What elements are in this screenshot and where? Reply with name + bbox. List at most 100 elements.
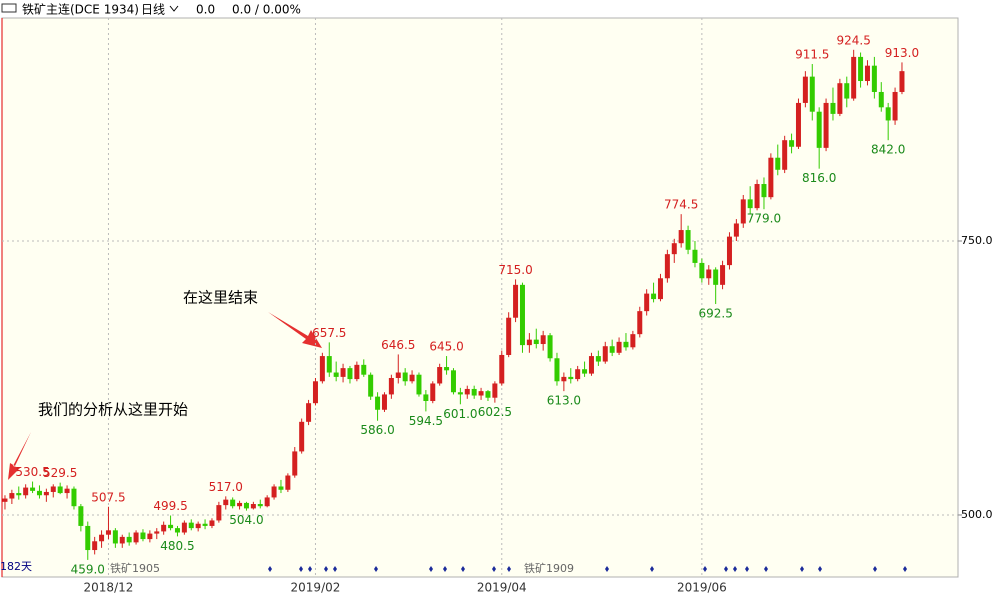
candle-body [312,381,318,404]
candle-body [844,83,850,99]
candle-body [188,522,194,529]
candle-body [892,91,898,121]
candle-body [789,140,795,147]
candle-body [685,230,691,250]
candle-body [375,396,381,410]
candle-body [671,243,677,255]
candle-body [444,367,450,371]
low-label: 586.0 [360,423,394,437]
candle-body [830,102,836,114]
candle-body [858,56,864,82]
candle-body [499,354,505,384]
candle-body [78,506,84,526]
high-label: 913.0 [885,46,919,60]
candle-body [43,491,49,496]
low-label: 692.5 [698,307,732,321]
high-label: 924.5 [836,33,870,47]
candle-body [23,487,29,496]
header-icon [1,3,17,13]
event-markers [268,566,907,572]
x-tick-label: 2019/06 [677,581,727,595]
candle-body [657,278,663,300]
low-label: 816.0 [802,171,836,185]
header-title: 铁矿主连(DCE 1934) [22,2,139,17]
candle-body [595,356,601,362]
candle-body [319,356,325,382]
candle-body [754,184,760,209]
candle-body [761,184,767,198]
candle-body [485,391,491,398]
candle-body [409,374,415,382]
candle-body [450,370,456,393]
candle-body [885,107,891,121]
candle-body [250,504,256,509]
candle-body [816,111,822,148]
candle-body [526,339,532,346]
candle-body [464,388,470,395]
candle-body [92,541,98,551]
candle-body [471,388,477,396]
candle-body [795,102,801,147]
candle-body [713,269,719,285]
low-label: 842.0 [871,143,905,157]
high-label: 499.5 [153,499,187,513]
candle-body [623,341,629,348]
candle-body [651,293,657,300]
candle-body [154,531,160,534]
candle-body [16,493,22,496]
period-dropdown[interactable] [169,5,179,12]
candle-body [126,536,132,543]
candle-body [768,157,774,198]
arrow [268,312,322,348]
candle-body [609,346,615,353]
low-label: 480.5 [160,539,194,553]
candle-body [271,486,277,498]
header-period[interactable]: 日线 [141,3,165,17]
candle-body [533,339,539,345]
low-label: 594.5 [409,414,443,428]
candle-body [492,383,498,398]
candle-body [381,394,387,410]
candle-body [699,262,705,279]
candle-body [119,536,125,544]
low-label: 613.0 [547,394,581,408]
low-label: 504.0 [229,513,263,527]
candle-body [257,504,263,507]
candle-body [540,335,546,345]
candle-body [361,364,367,375]
candle-body [2,498,8,502]
candle-body [9,493,15,499]
candle-body [299,421,305,452]
arrow [8,432,31,480]
candle-body [602,346,608,362]
candle-body [637,311,643,335]
high-label: 507.5 [91,490,125,504]
candle-body [878,91,884,108]
candle-body [57,486,63,494]
candle-body [99,534,105,542]
high-label: 646.5 [381,338,415,352]
candle-body [30,487,36,491]
annotation: 在这里结束 [183,289,258,307]
candle-body [616,341,622,353]
candle-body [664,254,670,279]
candle-body [50,486,56,492]
candle-body [823,102,829,148]
candle-body [223,499,229,506]
header-change: 0.0 / 0.00% [232,3,301,17]
candle-body [202,523,208,526]
low-label: 601.0 [443,407,477,421]
footer-label: 182天 [0,560,32,573]
candle-body [782,140,788,170]
candle-body [809,76,815,112]
candle-body [733,223,739,237]
candle-body [368,374,374,397]
candle-body [147,533,153,540]
x-tick-label: 2019/02 [291,581,341,595]
candle-body [333,372,339,377]
candle-body [506,317,512,355]
candle-body [775,157,781,170]
candle-body [264,497,270,507]
candle-body [306,403,312,422]
candle-body [582,369,588,374]
